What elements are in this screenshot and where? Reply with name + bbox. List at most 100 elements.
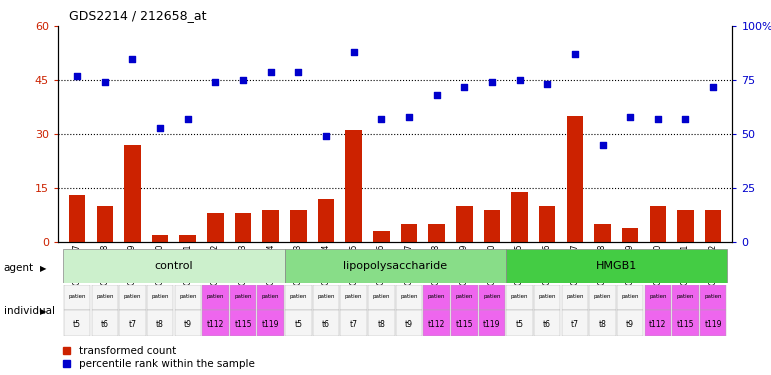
Bar [285, 310, 311, 336]
Text: patien: patien [428, 294, 446, 299]
Text: patien: patien [566, 294, 584, 299]
Point [651, 116, 664, 122]
Text: t7: t7 [571, 320, 579, 329]
Point [430, 92, 443, 98]
Bar [622, 228, 638, 242]
Bar [645, 285, 671, 310]
Bar [672, 285, 699, 310]
Bar [705, 210, 722, 242]
Text: patien: patien [234, 294, 252, 299]
Bar [567, 116, 583, 242]
Point [679, 116, 692, 122]
Bar [594, 224, 611, 242]
Text: patien: patien [179, 294, 197, 299]
Text: t119: t119 [483, 320, 500, 329]
Text: patien: patien [69, 294, 86, 299]
Bar [451, 285, 477, 310]
Text: patien: patien [317, 294, 335, 299]
Bar [589, 310, 616, 336]
Text: HMGB1: HMGB1 [596, 261, 637, 271]
Point [264, 69, 277, 75]
Text: t7: t7 [350, 320, 358, 329]
Text: patien: patien [538, 294, 556, 299]
Bar [677, 210, 694, 242]
Text: control: control [155, 261, 194, 271]
Text: patien: patien [511, 294, 528, 299]
Bar [92, 310, 118, 336]
Bar [507, 310, 533, 336]
Text: t119: t119 [262, 320, 279, 329]
Bar [340, 310, 367, 336]
Point [348, 49, 360, 55]
Bar [429, 224, 445, 242]
Bar [479, 310, 505, 336]
Text: patien: patien [151, 294, 169, 299]
Bar [64, 285, 90, 310]
Point [182, 116, 194, 122]
Bar [506, 249, 727, 283]
Point [596, 142, 608, 148]
Bar [700, 285, 726, 310]
Text: GDS2214 / 212658_at: GDS2214 / 212658_at [69, 9, 207, 22]
Text: patien: patien [123, 294, 141, 299]
Text: patien: patien [594, 294, 611, 299]
Bar [423, 310, 450, 336]
Bar [258, 285, 284, 310]
Point [71, 73, 83, 79]
Bar [672, 310, 699, 336]
Bar [64, 310, 90, 336]
Point [486, 80, 498, 86]
Bar [174, 310, 201, 336]
Text: t115: t115 [456, 320, 473, 329]
Text: t8: t8 [598, 320, 607, 329]
Bar [534, 285, 561, 310]
Bar [483, 210, 500, 242]
Text: ▶: ▶ [40, 307, 46, 316]
Point [541, 81, 554, 87]
Bar [396, 310, 423, 336]
Text: patien: patien [677, 294, 694, 299]
Text: t112: t112 [649, 320, 666, 329]
Bar [152, 235, 168, 242]
Point [154, 124, 167, 130]
Point [209, 80, 221, 86]
Text: patien: patien [483, 294, 500, 299]
Text: ▶: ▶ [40, 264, 46, 273]
Text: patien: patien [456, 294, 473, 299]
Bar [539, 206, 555, 242]
Point [458, 84, 470, 90]
Text: t119: t119 [705, 320, 722, 329]
Bar [235, 213, 251, 242]
Bar [202, 285, 229, 310]
Point [375, 116, 388, 122]
Text: t5: t5 [73, 320, 81, 329]
Text: patien: patien [207, 294, 224, 299]
Bar [617, 285, 644, 310]
Bar [285, 285, 311, 310]
Bar [120, 310, 146, 336]
Bar [313, 285, 339, 310]
Point [569, 51, 581, 57]
Bar [69, 195, 86, 242]
Point [292, 69, 305, 75]
Text: patien: patien [621, 294, 639, 299]
Bar [258, 310, 284, 336]
Bar [479, 285, 505, 310]
Bar [340, 285, 367, 310]
Bar [511, 192, 528, 242]
Text: lipopolysaccharide: lipopolysaccharide [343, 261, 447, 271]
Text: patien: patien [372, 294, 390, 299]
Point [513, 77, 526, 83]
Text: t115: t115 [234, 320, 252, 329]
Bar [96, 206, 113, 242]
Bar [290, 210, 307, 242]
Text: t115: t115 [677, 320, 694, 329]
Bar [63, 249, 284, 283]
Bar [146, 310, 173, 336]
Bar [120, 285, 146, 310]
Bar [207, 213, 224, 242]
Text: individual: individual [4, 306, 55, 316]
Bar [507, 285, 533, 310]
Bar [313, 310, 339, 336]
Point [237, 77, 249, 83]
